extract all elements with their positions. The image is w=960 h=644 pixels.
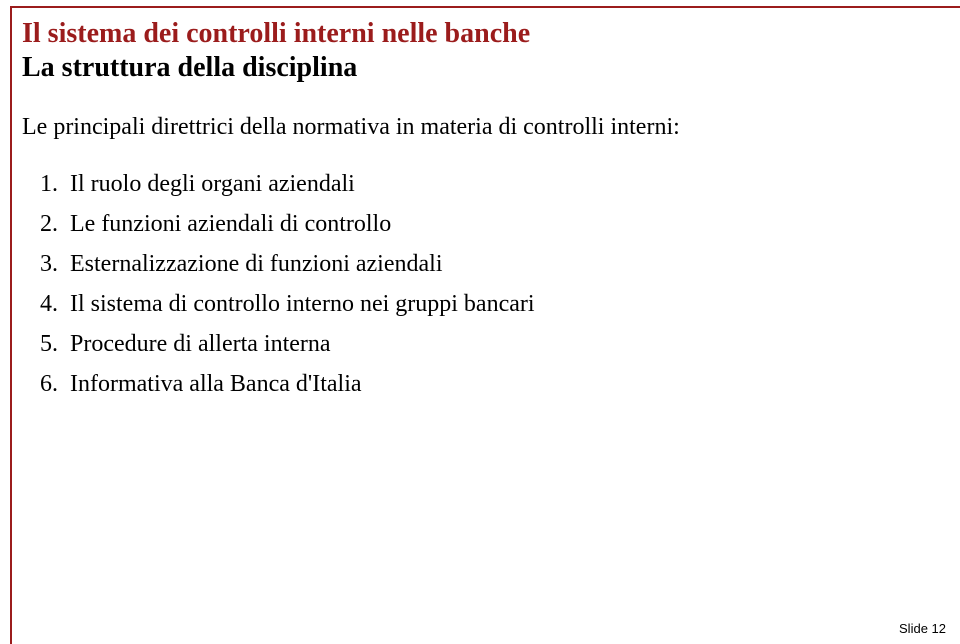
intro-paragraph: Le principali direttrici della normativa… [22,112,940,142]
numbered-list: Il ruolo degli organi aziendali Le funzi… [22,166,940,402]
frame-border-top [10,6,960,8]
slide-content: Il sistema dei controlli interni nelle b… [22,18,940,406]
list-item: Il ruolo degli organi aziendali [64,166,940,202]
list-item: Le funzioni aziendali di controllo [64,206,940,242]
list-item: Esternalizzazione di funzioni aziendali [64,246,940,282]
slide-title: Il sistema dei controlli interni nelle b… [22,18,940,50]
list-item: Il sistema di controllo interno nei grup… [64,286,940,322]
list-item: Informativa alla Banca d'Italia [64,366,940,402]
slide-subtitle: La struttura della disciplina [22,52,940,84]
slide-number: Slide 12 [899,621,946,636]
list-item: Procedure di allerta interna [64,326,940,362]
frame-border-left [10,6,12,644]
